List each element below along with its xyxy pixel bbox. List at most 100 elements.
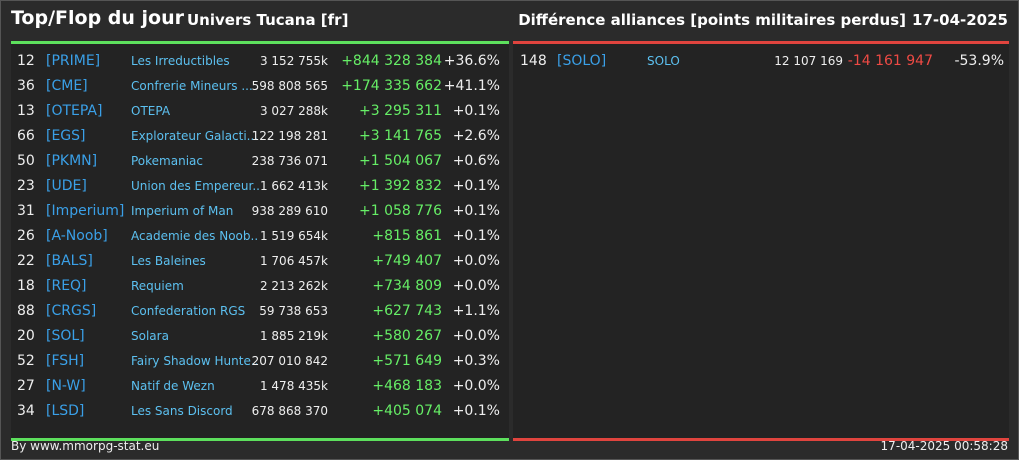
points: 1 478 435k	[259, 379, 328, 393]
rank: 12	[17, 53, 35, 69]
title: Top/Flop du jour	[11, 7, 184, 29]
alliance-name: Confrerie Mineurs ...	[131, 79, 253, 93]
alliance-name: Les Sans Discord	[131, 404, 233, 418]
alliance-tag: [PKMN]	[46, 153, 98, 169]
rank: 50	[17, 153, 35, 169]
percent: +0.1%	[452, 228, 500, 244]
alliance-tag: [Imperium]	[46, 203, 125, 219]
percent: +0.0%	[452, 378, 500, 394]
flop-panel: 148 [SOLO] SOLO 12 107 169 -14 161 947 -53.9%	[513, 41, 1009, 441]
percent: +0.0%	[452, 253, 500, 269]
rank: 31	[17, 203, 35, 219]
alliance-tag: [BALS]	[46, 253, 93, 269]
alliance-name: OTEPA	[131, 104, 171, 118]
points: 122 198 281	[251, 129, 328, 143]
percent: +0.3%	[452, 353, 500, 369]
alliance-name: Confederation RGS	[131, 304, 246, 318]
difference: -14 161 947	[847, 53, 933, 69]
points: 1 519 654k	[259, 229, 328, 243]
difference: +1 392 832	[359, 178, 442, 194]
alliance-name: Les Irreductibles	[131, 54, 230, 68]
difference: +3 295 311	[359, 103, 442, 119]
alliance-name: Explorateur Galacti...	[131, 129, 259, 143]
points: 1 662 413k	[259, 179, 328, 193]
rank: 13	[17, 103, 35, 119]
points: 238 736 071	[251, 154, 328, 168]
difference: +468 183	[372, 378, 442, 394]
alliance-tag: [A-Noob]	[46, 228, 108, 244]
points: 3 152 755k	[259, 54, 328, 68]
points: 938 289 610	[251, 204, 328, 218]
alliance-name: Solara	[131, 329, 169, 343]
percent: +0.0%	[452, 328, 500, 344]
points: 1 885 219k	[259, 329, 328, 343]
rank: 34	[17, 403, 35, 419]
alliance-name: SOLO	[647, 54, 680, 68]
points: 2 213 262k	[259, 279, 328, 293]
difference: +1 504 067	[359, 153, 442, 169]
alliance-name: Union des Empereur...	[131, 179, 259, 193]
alliance-name: Imperium of Man	[131, 204, 234, 218]
alliance-name: Fairy Shadow Hunte...	[131, 354, 259, 368]
rank: 27	[17, 378, 35, 394]
points: 3 027 288k	[259, 104, 328, 118]
alliance-tag: [FSH]	[46, 353, 85, 369]
percent: +0.1%	[452, 178, 500, 194]
alliance-tag: [SOL]	[46, 328, 85, 344]
rank: 66	[17, 128, 35, 144]
alliance-tag: [CRGS]	[46, 303, 97, 319]
rank: 148	[520, 53, 547, 69]
difference: +749 407	[372, 253, 442, 269]
alliance-name: Les Baleines	[131, 254, 206, 268]
rank: 88	[17, 303, 35, 319]
alliance-tag: [LSD]	[46, 403, 85, 419]
alliance-tag: [N-W]	[46, 378, 86, 394]
footer-right: 17-04-2025 00:58:28	[880, 439, 1008, 453]
alliance-tag: [UDE]	[46, 178, 87, 194]
date: 17-04-2025	[912, 11, 1008, 29]
difference: +571 649	[372, 353, 442, 369]
difference: +174 335 662	[341, 78, 442, 94]
difference: +815 861	[372, 228, 442, 244]
alliance-tag: [CME]	[46, 78, 88, 94]
rank: 18	[17, 278, 35, 294]
rank: 26	[17, 228, 35, 244]
points: 678 868 370	[251, 404, 328, 418]
difference: +3 141 765	[359, 128, 442, 144]
percent: +0.1%	[452, 203, 500, 219]
rank: 52	[17, 353, 35, 369]
difference: +580 267	[372, 328, 442, 344]
top-panel: 12 [PRIME] Les Irreductibles 3 152 755k +844…	[11, 41, 509, 441]
difference: +627 743	[372, 303, 442, 319]
alliance-tag: [PRIME]	[46, 53, 101, 69]
alliance-tag: [EGS]	[46, 128, 86, 144]
rank: 23	[17, 178, 35, 194]
alliance-tag: [REQ]	[46, 278, 87, 294]
alliance-tag: [SOLO]	[557, 53, 607, 69]
rank: 36	[17, 78, 35, 94]
percent: +0.1%	[452, 103, 500, 119]
difference: +405 074	[372, 403, 442, 419]
percent: +2.6%	[452, 128, 500, 144]
alliance-name: Pokemaniac	[131, 154, 203, 168]
footer-left: By www.mmorpg-stat.eu	[11, 439, 160, 453]
points: 598 808 565	[251, 79, 328, 93]
percent: +0.1%	[452, 403, 500, 419]
difference: +734 809	[372, 278, 442, 294]
points: 207 010 842	[251, 354, 328, 368]
points: 1 706 457k	[259, 254, 328, 268]
difference: +1 058 776	[359, 203, 442, 219]
difference: +844 328 384	[341, 53, 442, 69]
rank: 20	[17, 328, 35, 344]
alliance-name: Natif de Wezn	[131, 379, 215, 393]
alliance-tag: [OTEPA]	[46, 103, 103, 119]
alliance-name: Academie des Noob...	[131, 229, 259, 243]
percent: +36.6%	[443, 53, 500, 69]
percent: +1.1%	[452, 303, 500, 319]
right-title: Différence alliances [points militaires …	[518, 11, 906, 29]
points: 59 738 653	[259, 304, 328, 318]
rank: 22	[17, 253, 35, 269]
percent: +41.1%	[443, 78, 500, 94]
alliance-name: Requiem	[131, 279, 184, 293]
